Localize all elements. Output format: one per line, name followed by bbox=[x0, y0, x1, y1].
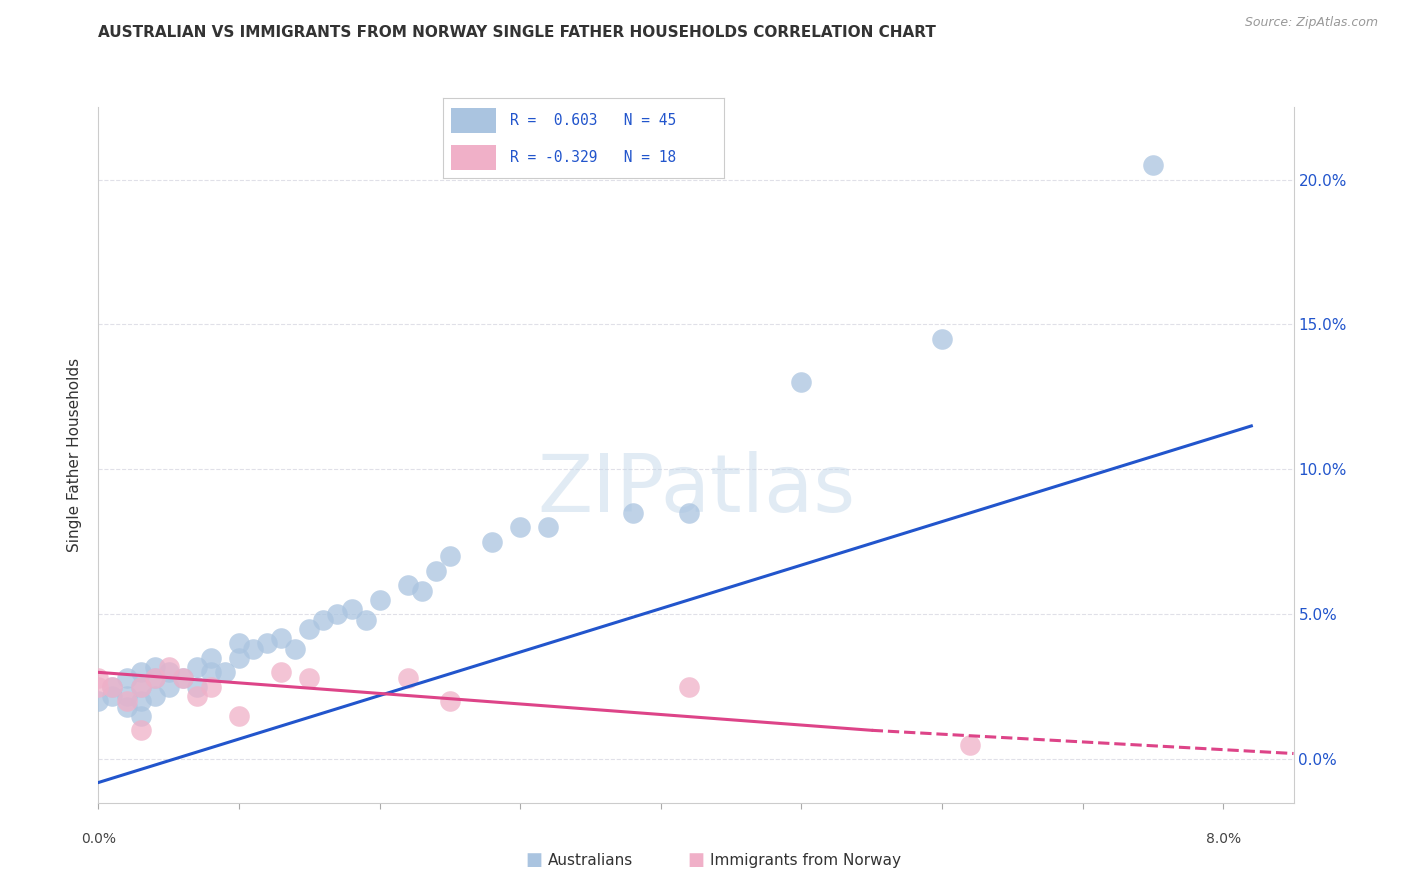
Point bbox=[186, 659, 208, 673]
Point bbox=[129, 694, 152, 708]
Point bbox=[172, 671, 194, 685]
Point bbox=[439, 549, 461, 564]
Point bbox=[129, 708, 152, 723]
Point bbox=[242, 642, 264, 657]
Point bbox=[228, 708, 250, 723]
Point bbox=[1142, 158, 1164, 172]
Point bbox=[200, 651, 222, 665]
Point bbox=[214, 665, 236, 680]
Point bbox=[931, 332, 953, 346]
Text: AUSTRALIAN VS IMMIGRANTS FROM NORWAY SINGLE FATHER HOUSEHOLDS CORRELATION CHART: AUSTRALIAN VS IMMIGRANTS FROM NORWAY SIN… bbox=[98, 25, 936, 40]
Point bbox=[228, 651, 250, 665]
Point bbox=[200, 665, 222, 680]
Point bbox=[256, 636, 278, 650]
Point bbox=[172, 671, 194, 685]
Point bbox=[101, 680, 124, 694]
Bar bbox=[451, 145, 496, 170]
Point bbox=[298, 671, 321, 685]
Point bbox=[143, 671, 166, 685]
Point bbox=[129, 680, 152, 694]
Point bbox=[115, 700, 138, 714]
Point bbox=[411, 584, 433, 599]
Bar bbox=[451, 108, 496, 134]
Text: Immigrants from Norway: Immigrants from Norway bbox=[710, 854, 901, 868]
Point bbox=[368, 592, 391, 607]
Point bbox=[115, 671, 138, 685]
Point bbox=[129, 665, 152, 680]
Text: Australians: Australians bbox=[548, 854, 634, 868]
Point bbox=[621, 506, 644, 520]
Point bbox=[157, 680, 180, 694]
Point bbox=[270, 665, 292, 680]
Text: Source: ZipAtlas.com: Source: ZipAtlas.com bbox=[1244, 15, 1378, 29]
Point bbox=[298, 622, 321, 636]
Point bbox=[481, 534, 503, 549]
Point bbox=[186, 680, 208, 694]
Point bbox=[537, 520, 560, 534]
Point bbox=[143, 689, 166, 703]
Point bbox=[439, 694, 461, 708]
Text: 0.0%: 0.0% bbox=[82, 831, 115, 846]
Point bbox=[157, 665, 180, 680]
Point bbox=[115, 689, 138, 703]
Point bbox=[143, 659, 166, 673]
Point bbox=[200, 680, 222, 694]
Point bbox=[186, 689, 208, 703]
Text: ■: ■ bbox=[688, 851, 704, 869]
Point bbox=[129, 723, 152, 738]
Point bbox=[312, 613, 335, 627]
Point bbox=[115, 694, 138, 708]
Point bbox=[509, 520, 531, 534]
Point bbox=[228, 636, 250, 650]
Text: ■: ■ bbox=[526, 851, 543, 869]
Point bbox=[101, 689, 124, 703]
Point bbox=[326, 607, 349, 622]
Point bbox=[678, 680, 700, 694]
Y-axis label: Single Father Households: Single Father Households bbox=[67, 358, 83, 552]
Point bbox=[87, 694, 110, 708]
Point bbox=[678, 506, 700, 520]
Point bbox=[340, 601, 363, 615]
Text: R =  0.603   N = 45: R = 0.603 N = 45 bbox=[510, 113, 676, 128]
Point bbox=[157, 659, 180, 673]
Point bbox=[959, 738, 981, 752]
Text: ZIPatlas: ZIPatlas bbox=[537, 450, 855, 529]
Point bbox=[790, 376, 813, 390]
Point bbox=[87, 671, 110, 685]
Text: 8.0%: 8.0% bbox=[1206, 831, 1240, 846]
Point bbox=[396, 671, 419, 685]
Text: R = -0.329   N = 18: R = -0.329 N = 18 bbox=[510, 150, 676, 165]
Point bbox=[284, 642, 307, 657]
Point bbox=[129, 680, 152, 694]
Point bbox=[101, 680, 124, 694]
Point bbox=[425, 564, 447, 578]
Point bbox=[143, 671, 166, 685]
Point bbox=[396, 578, 419, 592]
Point bbox=[87, 680, 110, 694]
Point bbox=[270, 631, 292, 645]
Point bbox=[354, 613, 377, 627]
